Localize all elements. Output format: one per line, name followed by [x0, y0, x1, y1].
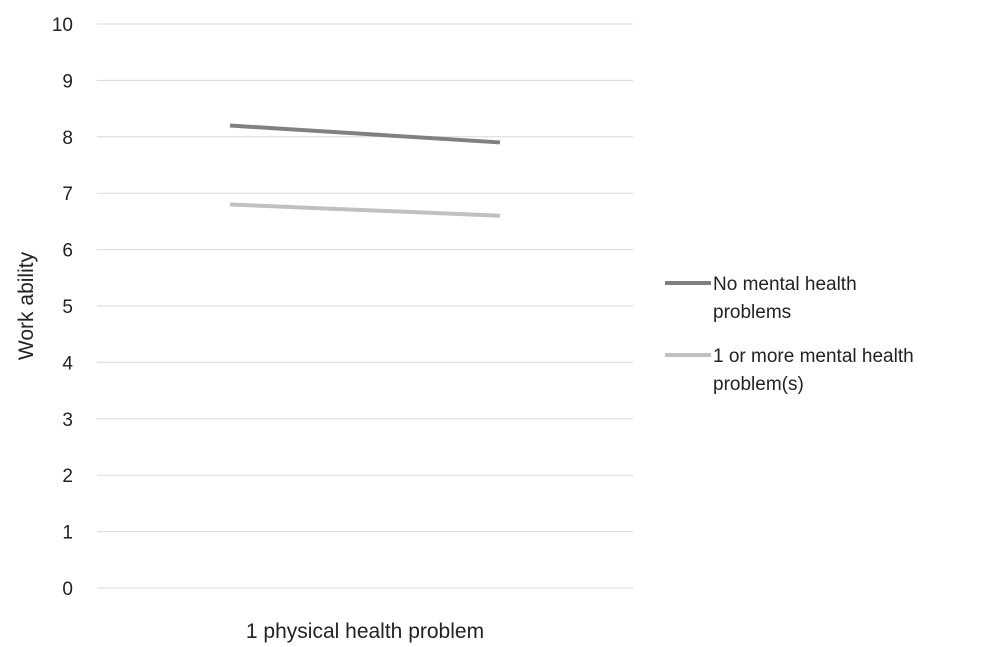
legend-label-1: No mental health problems	[713, 274, 857, 323]
y-tick-label-4: 4	[62, 353, 73, 374]
x-axis-category-label: 1 physical health problem	[246, 620, 484, 643]
y-axis-title: Work ability	[15, 251, 38, 360]
y-tick-label-3: 3	[62, 410, 73, 431]
series-line-1	[229, 123, 501, 145]
y-tick-label-1: 1	[62, 523, 73, 544]
plot-series	[229, 123, 501, 218]
y-tick-label-0: 0	[62, 579, 73, 600]
y-axis-ticks: 0 1 2 3 4 5 6 7 8 9 10	[52, 15, 74, 600]
y-tick-label-7: 7	[62, 184, 73, 205]
y-tick-label-5: 5	[62, 297, 73, 318]
series-line-2	[229, 202, 501, 218]
y-tick-label-9: 9	[62, 71, 73, 92]
legend: No mental health problems 1 or more mental…	[665, 274, 914, 395]
y-tick-label-6: 6	[62, 241, 73, 262]
y-tick-label-10: 10	[52, 15, 73, 36]
y-tick-label-8: 8	[62, 128, 73, 149]
y-tick-label-2: 2	[62, 466, 73, 487]
gridlines	[97, 23, 633, 589]
legend-label-2: 1 or more mental health problem(s)	[713, 346, 914, 395]
